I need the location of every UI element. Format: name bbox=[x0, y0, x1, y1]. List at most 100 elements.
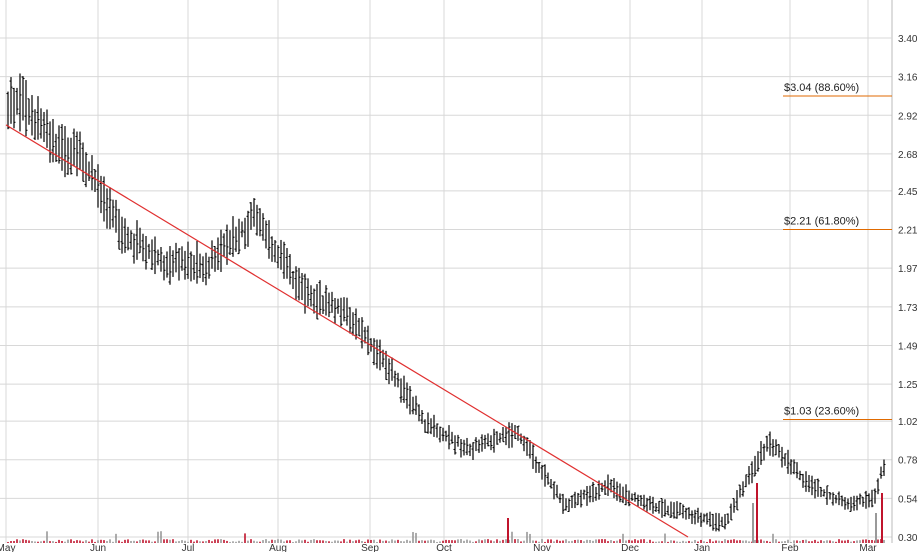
volume-bar bbox=[355, 540, 357, 543]
volume-bar bbox=[235, 541, 237, 543]
volume-bar bbox=[496, 539, 498, 543]
volume-bar bbox=[115, 533, 117, 543]
volume-bar bbox=[292, 541, 294, 543]
volume-bar bbox=[136, 541, 138, 543]
y-tick-label: 1.97 bbox=[898, 264, 918, 275]
volume-bar bbox=[529, 533, 531, 543]
volume-bar bbox=[580, 540, 582, 543]
volume-bar bbox=[688, 540, 690, 543]
volume-bar bbox=[52, 541, 54, 543]
trend-line bbox=[5, 124, 689, 538]
x-tick-label: Nov bbox=[533, 543, 551, 552]
volume-bar bbox=[544, 541, 546, 543]
volume-bar bbox=[676, 541, 678, 543]
volume-bar bbox=[478, 539, 480, 543]
volume-bar bbox=[700, 539, 702, 543]
volume-bar bbox=[766, 540, 768, 543]
volume-bar bbox=[94, 541, 96, 543]
volume-bar bbox=[568, 541, 570, 543]
volume-bar bbox=[592, 540, 594, 543]
y-tick-label: 1.49 bbox=[898, 341, 918, 352]
volume-bar bbox=[586, 539, 588, 543]
volume-bar bbox=[721, 541, 723, 543]
volume-bar bbox=[25, 539, 27, 543]
volume-bar bbox=[475, 541, 477, 543]
volume-bar bbox=[826, 540, 828, 543]
grid-lines bbox=[0, 0, 893, 543]
volume-bar bbox=[715, 540, 717, 543]
volume-bar bbox=[472, 541, 474, 543]
volume-bar bbox=[334, 540, 336, 543]
volume-bar bbox=[283, 541, 285, 543]
y-tick-label: 1.73 bbox=[898, 303, 918, 314]
volume-bar bbox=[667, 541, 669, 543]
volume-bar bbox=[670, 540, 672, 543]
volume-bar bbox=[382, 540, 384, 543]
y-tick-label: 0.30 bbox=[898, 533, 918, 544]
volume-bar bbox=[793, 540, 795, 543]
volume-bar bbox=[238, 540, 240, 543]
volume-bar bbox=[286, 540, 288, 543]
volume-bar bbox=[112, 541, 114, 543]
volume-bar bbox=[541, 539, 543, 543]
volume-bar bbox=[778, 541, 780, 543]
volume-bar bbox=[571, 540, 573, 543]
volume-bar bbox=[346, 541, 348, 543]
volume-bar bbox=[199, 541, 201, 543]
volume-bar bbox=[265, 539, 267, 543]
volume-bar bbox=[643, 539, 645, 543]
volume-bar bbox=[790, 541, 792, 543]
volume-bar bbox=[202, 541, 204, 543]
volume-bar bbox=[133, 540, 135, 543]
volume-bar bbox=[130, 540, 132, 543]
volume-bar bbox=[442, 540, 444, 543]
volume-bar bbox=[76, 540, 78, 543]
volume-bar bbox=[634, 539, 636, 543]
volume-bar bbox=[787, 539, 789, 543]
volume-bar bbox=[847, 539, 849, 543]
trendline bbox=[5, 124, 689, 538]
volume-bar bbox=[127, 539, 129, 543]
volume-bar bbox=[736, 540, 738, 543]
volume-bar bbox=[484, 539, 486, 543]
x-tick-label: Jul bbox=[182, 543, 195, 552]
volume-bar bbox=[139, 539, 141, 543]
volume-bar bbox=[67, 539, 69, 543]
volume-bars bbox=[7, 483, 885, 543]
x-tick-label: Dec bbox=[621, 543, 639, 552]
volume-bar bbox=[394, 540, 396, 543]
volume-bar bbox=[637, 540, 639, 543]
volume-bar bbox=[166, 539, 168, 543]
volume-bar bbox=[214, 539, 216, 543]
volume-bar bbox=[799, 540, 801, 543]
volume-bar bbox=[538, 541, 540, 543]
volume-bar bbox=[451, 540, 453, 543]
volume-bar bbox=[853, 541, 855, 543]
volume-bar bbox=[841, 540, 843, 543]
volume-bar bbox=[427, 540, 429, 543]
volume-bar bbox=[421, 540, 423, 543]
volume-bar bbox=[583, 541, 585, 543]
volume-bar bbox=[373, 539, 375, 543]
volume-bar bbox=[613, 541, 615, 543]
volume-bar bbox=[226, 540, 228, 543]
volume-bar bbox=[811, 541, 813, 543]
volume-bar bbox=[817, 541, 819, 543]
volume-bar bbox=[148, 540, 150, 543]
volume-bar bbox=[535, 540, 537, 543]
volume-bar bbox=[13, 540, 15, 543]
volume-bar bbox=[769, 541, 771, 543]
volume-bar bbox=[157, 531, 159, 543]
volume-bar bbox=[625, 540, 627, 543]
volume-bar bbox=[415, 532, 417, 543]
volume-bar bbox=[457, 539, 459, 543]
volume-bar bbox=[169, 539, 171, 543]
volume-bar bbox=[445, 539, 447, 543]
y-tick-label: 1.02 bbox=[898, 417, 918, 428]
volume-bar bbox=[463, 540, 465, 543]
x-axis-ticks: May Jun Jul Aug Sep Oct Nov Dec Jan Feb Mar bbox=[0, 543, 877, 552]
x-tick-label: Feb bbox=[781, 543, 799, 552]
volume-bar bbox=[31, 541, 33, 543]
volume-bar bbox=[733, 539, 735, 543]
volume-bar bbox=[691, 541, 693, 543]
